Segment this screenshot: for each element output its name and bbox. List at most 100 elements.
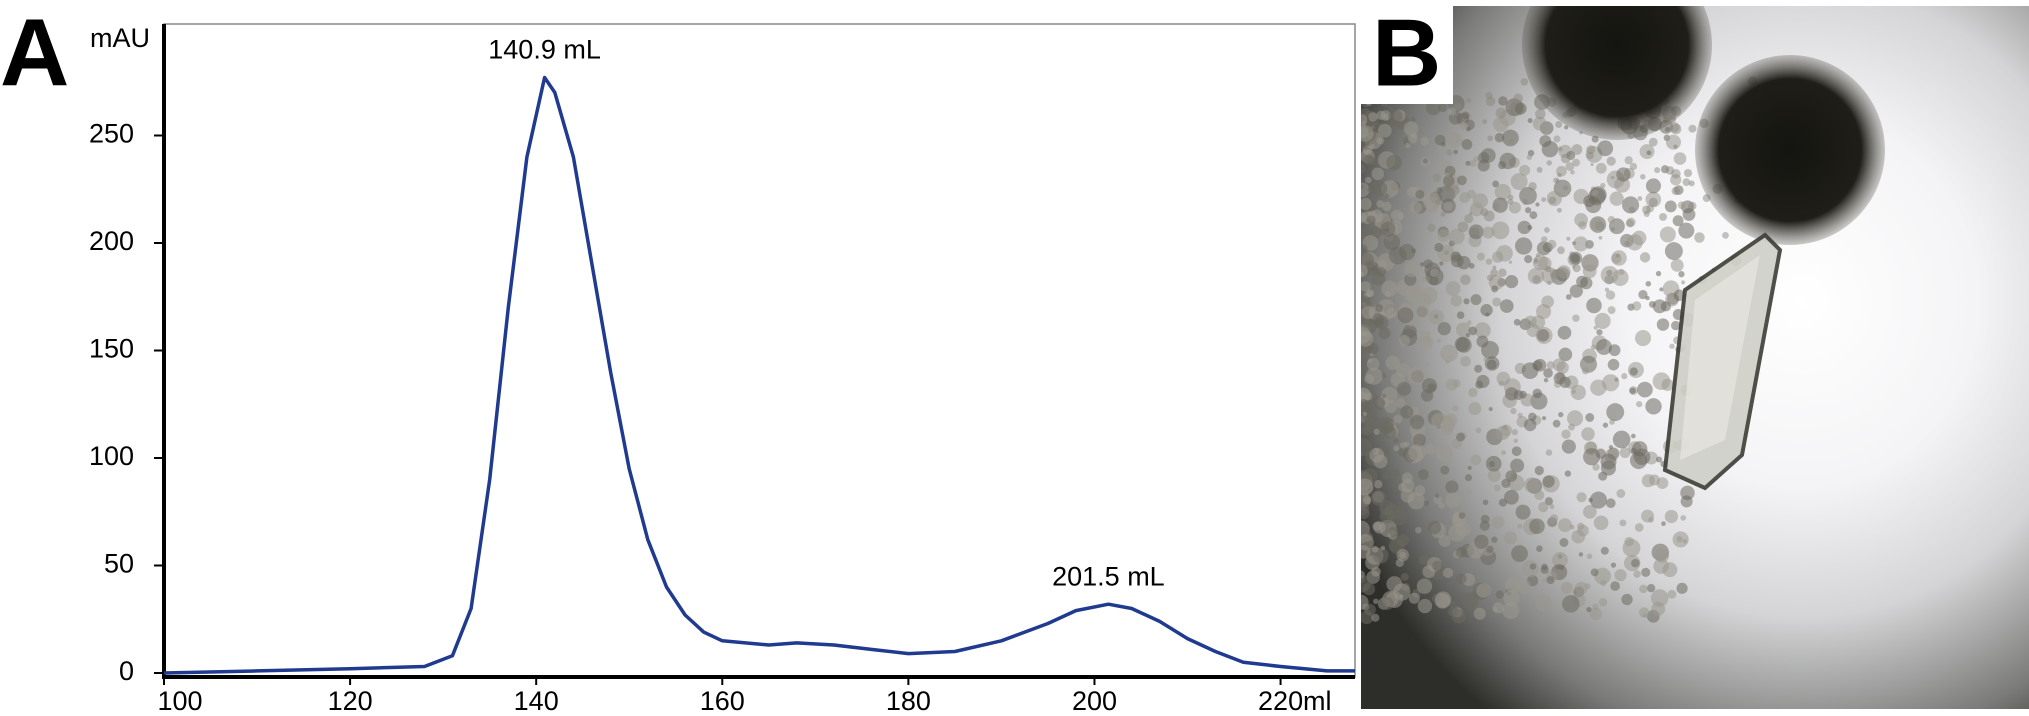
grain <box>1465 333 1471 338</box>
grain <box>1456 522 1471 537</box>
grain <box>1664 242 1683 261</box>
grain <box>1404 287 1420 303</box>
grain <box>1669 122 1680 133</box>
grain <box>1548 196 1557 205</box>
grain <box>1577 522 1585 531</box>
grain <box>1631 558 1640 568</box>
grain <box>1529 518 1545 535</box>
grain <box>1479 520 1490 531</box>
grain <box>1638 289 1648 300</box>
grain <box>1598 227 1603 232</box>
grain <box>1557 172 1562 178</box>
grain <box>1420 275 1428 283</box>
grain <box>1648 197 1658 207</box>
grain <box>1640 174 1646 180</box>
grain <box>1508 138 1514 144</box>
grain <box>1361 281 1371 292</box>
grain <box>1482 226 1495 239</box>
grain <box>1380 221 1396 237</box>
grain <box>1361 452 1364 457</box>
grain <box>1381 280 1398 297</box>
grain <box>1474 534 1489 549</box>
grain <box>1388 109 1403 124</box>
grain <box>1524 254 1533 264</box>
grain <box>1639 584 1648 594</box>
y-tick-label: 150 <box>89 334 134 364</box>
grain <box>1417 469 1429 481</box>
x-tick-label: 180 <box>886 686 931 716</box>
grain <box>1374 480 1383 489</box>
grain <box>1557 146 1563 152</box>
grain <box>1540 236 1548 243</box>
grain <box>1456 311 1465 320</box>
grain <box>1536 545 1543 552</box>
grain <box>1361 163 1366 174</box>
grain <box>1476 335 1489 348</box>
grain <box>1386 307 1397 319</box>
grain <box>1439 261 1444 266</box>
grain <box>1446 149 1453 156</box>
grain <box>1364 603 1376 616</box>
grain <box>1629 162 1638 171</box>
dark-particle <box>1522 6 1712 140</box>
grain <box>1365 367 1383 385</box>
grain <box>1445 172 1450 177</box>
grain <box>1653 558 1669 574</box>
grain <box>1469 160 1477 167</box>
grain <box>1498 268 1507 277</box>
grain <box>1362 411 1367 417</box>
grain <box>1371 167 1385 181</box>
grain <box>1505 387 1519 401</box>
grain <box>1470 454 1482 466</box>
grain <box>1605 290 1616 300</box>
grain <box>1535 595 1553 612</box>
grain <box>1565 162 1575 171</box>
grain <box>1388 246 1407 265</box>
grain <box>1542 416 1547 421</box>
grain <box>1408 444 1426 462</box>
grain <box>1525 207 1532 214</box>
grain <box>1532 275 1541 284</box>
grain <box>1632 301 1642 311</box>
grain <box>1694 232 1705 243</box>
grain <box>1376 266 1387 277</box>
grain <box>1544 265 1552 273</box>
grain <box>1449 185 1460 196</box>
grain <box>1434 493 1440 499</box>
grain <box>1546 361 1555 370</box>
grain <box>1361 470 1369 481</box>
grain <box>1651 601 1666 616</box>
grain <box>1373 598 1379 604</box>
grain <box>1555 178 1560 183</box>
grain <box>1524 477 1540 493</box>
grain <box>1501 478 1511 489</box>
grain <box>1450 254 1464 268</box>
grain <box>1545 449 1553 456</box>
grain <box>1676 535 1683 543</box>
grain <box>1470 294 1482 306</box>
grain <box>1624 156 1633 165</box>
grain <box>1553 135 1561 143</box>
grain <box>1403 121 1419 136</box>
grain <box>1432 173 1442 183</box>
grain <box>1541 295 1554 309</box>
grain <box>1560 153 1571 164</box>
grain <box>1639 252 1651 263</box>
grain <box>1595 162 1607 174</box>
grain <box>1495 590 1504 599</box>
grain <box>1395 397 1406 408</box>
grain <box>1364 392 1373 401</box>
grain <box>1584 583 1591 590</box>
grain <box>1586 553 1593 560</box>
grain <box>1558 412 1564 418</box>
grain <box>1400 405 1414 419</box>
grain <box>1365 176 1372 184</box>
grain <box>1544 497 1553 506</box>
grain <box>1448 107 1457 116</box>
grain <box>1485 258 1493 265</box>
grain <box>1396 363 1411 378</box>
grain <box>1474 364 1483 373</box>
grain <box>1574 581 1588 595</box>
grain <box>1437 229 1451 243</box>
